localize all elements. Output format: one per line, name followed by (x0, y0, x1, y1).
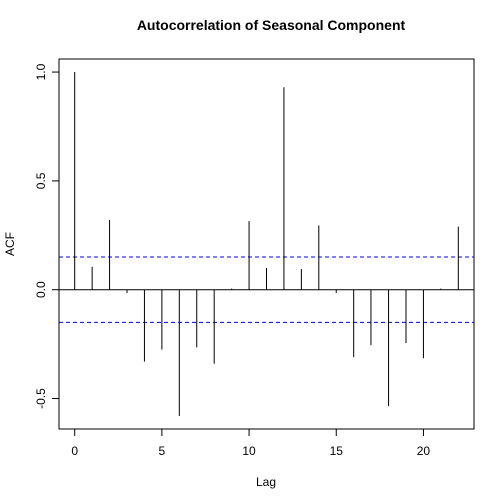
x-axis-label: Lag (256, 475, 276, 489)
confidence-lines (59, 256, 474, 323)
acf-bars (74, 72, 459, 416)
x-tick-label: 20 (417, 444, 431, 458)
plot-frame (58, 58, 475, 430)
y-axis: -0.5 0.0 0.5 1.0 (34, 63, 60, 409)
y-tick-label: 0.5 (34, 172, 48, 189)
x-tick-label: 5 (159, 444, 166, 458)
x-tick-label: 15 (330, 444, 344, 458)
x-tick-label: 10 (242, 444, 256, 458)
y-tick-label: 1.0 (34, 63, 48, 80)
y-axis-label: ACF (3, 232, 17, 256)
y-tick-label: -0.5 (34, 388, 48, 409)
x-axis: 0 5 10 15 20 (71, 428, 431, 458)
chart-title: Autocorrelation of Seasonal Component (137, 17, 406, 33)
x-tick-label: 0 (71, 444, 78, 458)
y-tick-label: 0.0 (34, 281, 48, 298)
